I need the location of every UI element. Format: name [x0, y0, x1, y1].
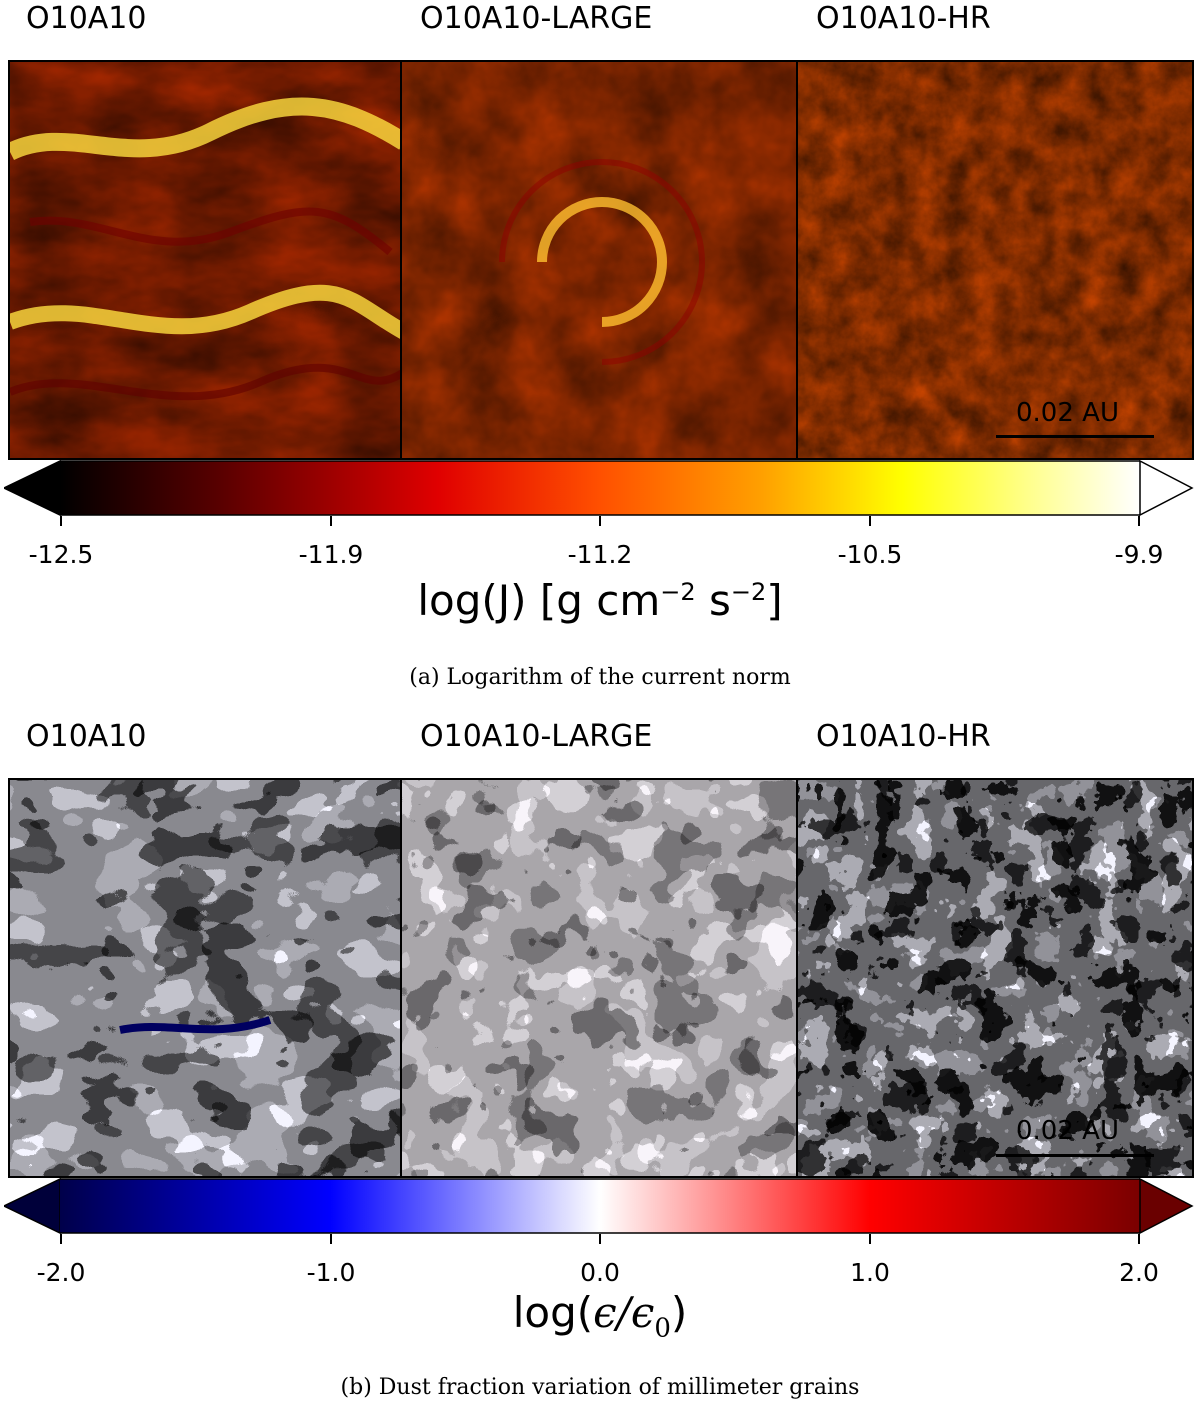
colorbar-label-a-main: log(J) [g cm: [417, 576, 661, 625]
colorbar-label-a-exp2: −2: [730, 578, 767, 606]
tick-a-5: [1138, 516, 1140, 526]
tick-b-4: [869, 1234, 871, 1244]
scale-bar-a: [996, 435, 1154, 438]
dust-map-o10a10: [8, 778, 402, 1178]
tick-label-b-2: -1.0: [306, 1258, 356, 1287]
colorbar-label-a-exp1: −2: [660, 578, 696, 606]
colorbar-label-b-right: ): [670, 1288, 688, 1337]
tick-b-1: [60, 1234, 62, 1244]
colorbar-label-a-close: ]: [766, 576, 783, 625]
tick-label-a-2: -11.9: [298, 540, 364, 569]
tick-label-a-1: -12.5: [28, 540, 94, 569]
caption-a: (a) Logarithm of the current norm: [409, 665, 791, 690]
tick-b-2: [330, 1234, 332, 1244]
panel-title-b-3: O10A10-HR: [816, 719, 991, 754]
dust-map-o10a10-large: [400, 778, 798, 1178]
tick-label-b-1: -2.0: [36, 1258, 86, 1287]
colorbar-label-b-sub: 0: [654, 1313, 671, 1344]
colorbar-b: [4, 1178, 1194, 1234]
scale-bar-b: [996, 1154, 1154, 1157]
panel-title-b-2: O10A10-LARGE: [420, 719, 653, 754]
panel-title-a-3: O10A10-HR: [816, 1, 991, 36]
tick-label-b-3: 0.0: [580, 1258, 620, 1287]
tick-label-b-4: 1.0: [850, 1258, 890, 1287]
scale-bar-label-a: 0.02 AU: [1016, 398, 1119, 428]
current-map-o10a10-large: [400, 60, 798, 460]
tick-a-1: [60, 516, 62, 526]
caption-b: (b) Dust fraction variation of millimete…: [340, 1375, 860, 1400]
dust-map-o10a10-hr: [796, 778, 1194, 1178]
scale-bar-label-b: 0.02 AU: [1016, 1116, 1119, 1146]
colorbar-a: [4, 460, 1194, 516]
panel-title-a-1: O10A10: [26, 1, 147, 36]
tick-label-a-5: -9.9: [1114, 540, 1164, 569]
tick-a-2: [330, 516, 332, 526]
tick-label-b-5: 2.0: [1119, 1258, 1159, 1287]
tick-label-a-3: -11.2: [567, 540, 633, 569]
current-map-o10a10-hr: [796, 60, 1194, 460]
tick-b-5: [1138, 1234, 1140, 1244]
colorbar-label-b-eps: ϵ/ϵ: [593, 1288, 655, 1337]
colorbar-label-b: log(ϵ/ϵ0): [0, 1292, 1200, 1344]
colorbar-label-a-s: s: [695, 576, 731, 625]
panel-title-b-1: O10A10: [26, 719, 147, 754]
colorbar-label-b-left: log(: [512, 1288, 594, 1337]
tick-a-3: [599, 516, 601, 526]
colorbar-label-a: log(J) [g cm−2 s−2]: [0, 580, 1200, 622]
panel-title-a-2: O10A10-LARGE: [420, 1, 653, 36]
current-map-o10a10: [8, 60, 402, 460]
tick-b-3: [599, 1234, 601, 1244]
tick-label-a-4: -10.5: [837, 540, 903, 569]
tick-a-4: [869, 516, 871, 526]
